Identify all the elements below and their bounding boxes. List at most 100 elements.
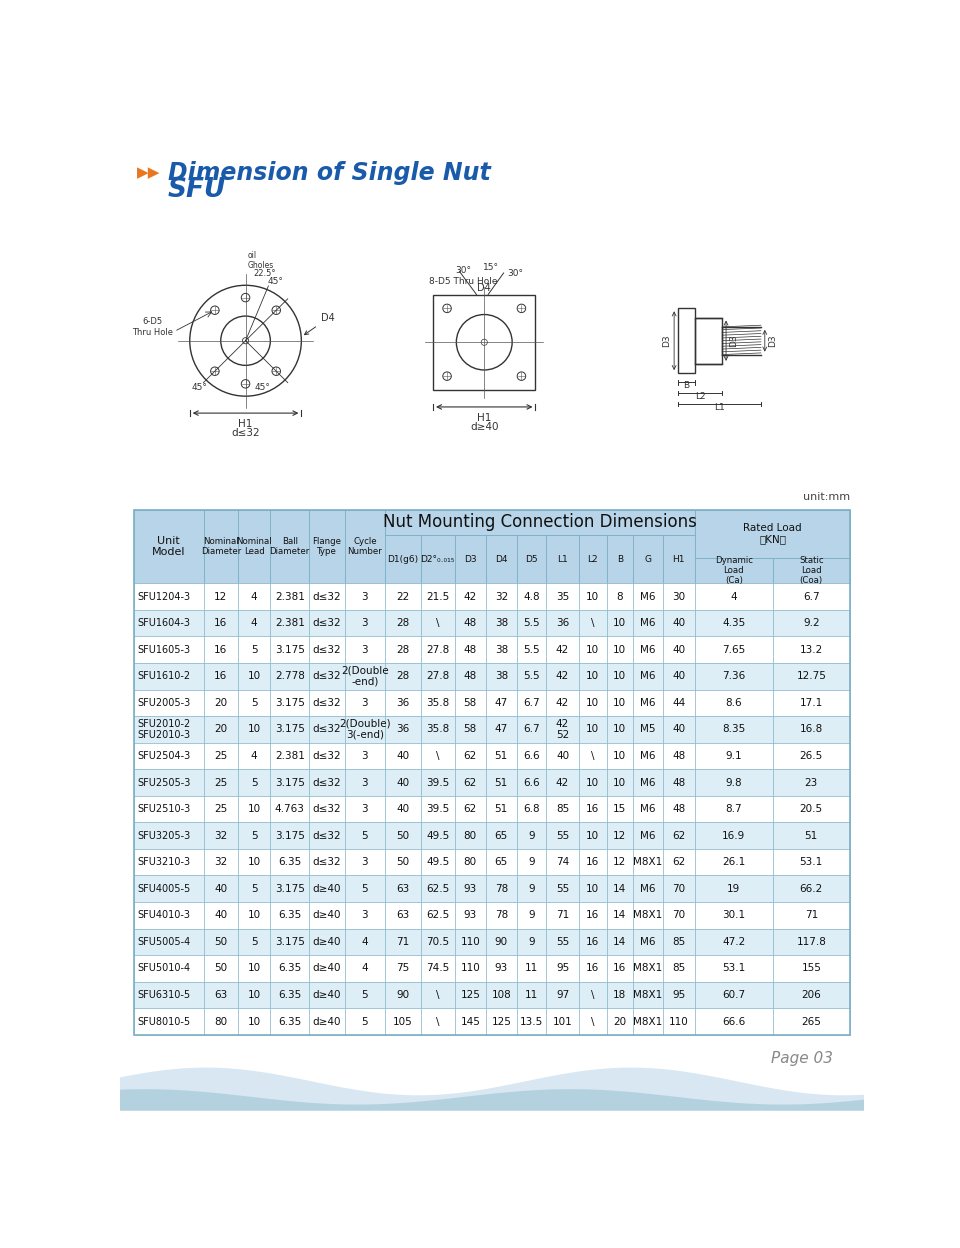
Bar bbox=[345, 902, 385, 929]
Text: M6: M6 bbox=[640, 618, 656, 628]
Bar bbox=[420, 982, 455, 1008]
Bar bbox=[516, 583, 546, 610]
Bar bbox=[695, 636, 773, 663]
Bar bbox=[773, 796, 850, 822]
Bar bbox=[134, 636, 204, 663]
Text: 26.1: 26.1 bbox=[722, 857, 745, 867]
Bar bbox=[662, 822, 695, 849]
Text: \: \ bbox=[591, 1017, 594, 1027]
Text: unit:mm: unit:mm bbox=[803, 493, 850, 503]
Bar bbox=[695, 929, 773, 955]
Text: 93: 93 bbox=[464, 884, 477, 894]
Text: 9: 9 bbox=[528, 831, 535, 841]
Text: d≥40: d≥40 bbox=[313, 910, 341, 920]
Bar bbox=[516, 716, 546, 743]
Bar bbox=[607, 902, 633, 929]
Text: 10: 10 bbox=[248, 963, 260, 973]
Bar bbox=[238, 822, 271, 849]
Text: 90: 90 bbox=[396, 990, 409, 1000]
Text: 4: 4 bbox=[251, 592, 257, 602]
Bar bbox=[134, 690, 204, 716]
Bar bbox=[486, 743, 516, 769]
Text: 90: 90 bbox=[494, 937, 508, 947]
Bar bbox=[134, 955, 204, 982]
Bar bbox=[662, 534, 695, 583]
Text: 32: 32 bbox=[214, 831, 228, 841]
Text: 6.35: 6.35 bbox=[278, 857, 301, 867]
Bar bbox=[633, 796, 662, 822]
Bar bbox=[633, 982, 662, 1008]
Text: 38: 38 bbox=[494, 671, 508, 681]
Text: 40: 40 bbox=[396, 751, 409, 761]
Text: d≥40: d≥40 bbox=[313, 990, 341, 1000]
Text: 62: 62 bbox=[464, 804, 477, 814]
Text: 45°: 45° bbox=[191, 383, 207, 392]
Bar bbox=[695, 769, 773, 796]
Bar bbox=[607, 849, 633, 876]
Bar bbox=[420, 929, 455, 955]
Text: 6.35: 6.35 bbox=[278, 963, 301, 973]
Text: 2.381: 2.381 bbox=[275, 618, 304, 628]
Text: 3: 3 bbox=[362, 778, 369, 787]
Bar bbox=[516, 876, 546, 902]
Text: 16: 16 bbox=[587, 857, 599, 867]
Bar bbox=[546, 716, 579, 743]
Text: 15: 15 bbox=[613, 804, 627, 814]
Bar bbox=[385, 510, 695, 534]
Text: 5: 5 bbox=[362, 990, 369, 1000]
Text: 9.1: 9.1 bbox=[726, 751, 742, 761]
Text: 30: 30 bbox=[672, 592, 685, 602]
Bar bbox=[345, 610, 385, 636]
Text: 9: 9 bbox=[528, 884, 535, 894]
Bar bbox=[662, 636, 695, 663]
Bar bbox=[238, 663, 271, 690]
Bar bbox=[662, 876, 695, 902]
Text: 62: 62 bbox=[464, 751, 477, 761]
Text: 27.8: 27.8 bbox=[426, 671, 449, 681]
Bar bbox=[486, 1008, 516, 1035]
Text: 53.1: 53.1 bbox=[800, 857, 823, 867]
Text: 4.8: 4.8 bbox=[523, 592, 540, 602]
Text: 2.778: 2.778 bbox=[275, 671, 304, 681]
Bar bbox=[695, 1008, 773, 1035]
Bar bbox=[238, 636, 271, 663]
Bar bbox=[579, 822, 607, 849]
Bar bbox=[486, 822, 516, 849]
Bar bbox=[204, 636, 238, 663]
Bar bbox=[204, 955, 238, 982]
Bar bbox=[385, 876, 420, 902]
Bar bbox=[204, 510, 238, 583]
Bar bbox=[385, 769, 420, 796]
Text: 10: 10 bbox=[587, 671, 599, 681]
Bar bbox=[579, 955, 607, 982]
Text: 51: 51 bbox=[804, 831, 818, 841]
Bar bbox=[607, 636, 633, 663]
Bar bbox=[204, 583, 238, 610]
Bar bbox=[695, 743, 773, 769]
Bar bbox=[420, 743, 455, 769]
Text: SFU3205-3: SFU3205-3 bbox=[138, 831, 191, 841]
Bar bbox=[271, 955, 309, 982]
Text: 25: 25 bbox=[214, 804, 228, 814]
Bar bbox=[546, 955, 579, 982]
Bar bbox=[579, 610, 607, 636]
Bar bbox=[385, 955, 420, 982]
Text: 26.5: 26.5 bbox=[800, 751, 823, 761]
Text: 8.7: 8.7 bbox=[726, 804, 742, 814]
Text: 6.35: 6.35 bbox=[278, 910, 301, 920]
Text: 62.5: 62.5 bbox=[426, 910, 449, 920]
Text: d≤32: d≤32 bbox=[313, 618, 341, 628]
Text: M5: M5 bbox=[640, 724, 656, 734]
Bar bbox=[486, 716, 516, 743]
Text: 3: 3 bbox=[362, 618, 369, 628]
Bar bbox=[271, 510, 309, 583]
Bar bbox=[607, 929, 633, 955]
Bar bbox=[309, 1008, 345, 1035]
Text: M8X1: M8X1 bbox=[634, 990, 662, 1000]
Bar bbox=[134, 1008, 204, 1035]
Text: 62: 62 bbox=[672, 857, 685, 867]
Bar bbox=[579, 743, 607, 769]
Text: 71: 71 bbox=[396, 937, 410, 947]
Text: 125: 125 bbox=[461, 990, 480, 1000]
Bar bbox=[773, 902, 850, 929]
